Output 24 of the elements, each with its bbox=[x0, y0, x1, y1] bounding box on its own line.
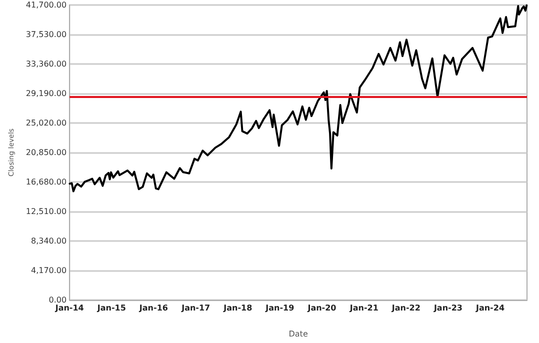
x-tick-label: Jan-21 bbox=[348, 304, 379, 312]
x-tick-label: Jan-16 bbox=[138, 304, 168, 312]
y-tick-label: 8,340.00 bbox=[30, 236, 67, 246]
y-tick-label: 41,700.00 bbox=[26, 0, 67, 10]
x-tick-label: Jan-15 bbox=[96, 304, 126, 312]
y-tick-label: 20,850.00 bbox=[26, 148, 67, 157]
y-tick-label: 37,530.00 bbox=[26, 30, 67, 39]
x-tick-label: Jan-22 bbox=[390, 304, 420, 312]
y-tick-label: 25,020.00 bbox=[26, 118, 67, 128]
x-tick-label: Jan-17 bbox=[180, 304, 210, 312]
y-tick-label: 4,170.00 bbox=[30, 266, 67, 275]
line-series bbox=[68, 4, 528, 192]
x-tick-label: Jan-20 bbox=[306, 304, 337, 312]
x-tick-label: Jan-14 bbox=[54, 304, 84, 312]
y-tick-label: 33,360.00 bbox=[26, 60, 67, 68]
y-tick-label: 12,510.00 bbox=[26, 207, 67, 216]
x-tick-label: Jan-18 bbox=[222, 304, 253, 312]
y-tick-label: 16,680.00 bbox=[26, 178, 67, 186]
x-axis-title: Date bbox=[288, 330, 308, 338]
x-tick-label: Jan-24 bbox=[474, 304, 505, 312]
y-tick-label: 0.00 bbox=[48, 296, 67, 304]
x-tick-label: Jan-23 bbox=[432, 304, 462, 312]
x-tick-label: Jan-19 bbox=[264, 304, 295, 312]
y-tick-label: 29,190.00 bbox=[26, 89, 67, 98]
